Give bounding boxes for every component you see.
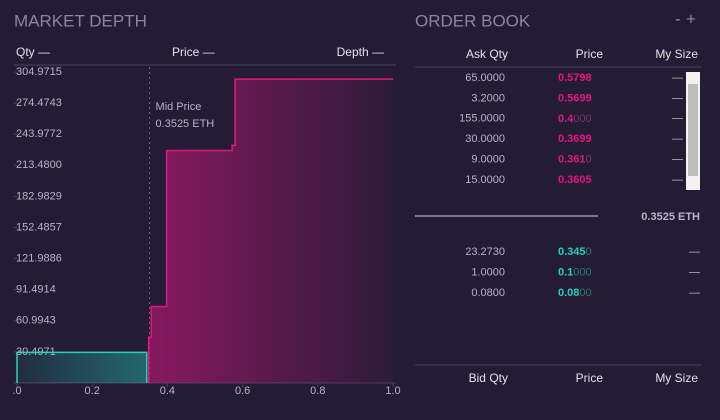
order-rows: 65.0000 0.5798 —3.2000 0.5699 —155.0000 0.400… bbox=[459, 72, 700, 299]
book-title: ORDER BOOK bbox=[415, 11, 531, 30]
price-part: 000 bbox=[573, 113, 591, 125]
price-part: 0.5798 bbox=[558, 72, 592, 84]
my-size: — bbox=[672, 154, 683, 166]
x-tick-label: 0.2 bbox=[85, 385, 100, 397]
qty: 155.0000 bbox=[459, 113, 505, 125]
qty: 23.2730 bbox=[465, 246, 505, 258]
price-part: 0 bbox=[586, 246, 592, 258]
depth-step bbox=[148, 337, 152, 383]
y-tick-label: 182.9829 bbox=[16, 190, 62, 202]
price-part: 0.345 bbox=[558, 246, 586, 258]
depth-step bbox=[151, 306, 167, 383]
price-part: 0.4 bbox=[558, 113, 574, 125]
column-header: Price bbox=[576, 47, 604, 61]
my-size: — bbox=[689, 287, 700, 299]
price: 0.0800 bbox=[558, 287, 592, 299]
y-tick-label: 121.9886 bbox=[16, 253, 62, 265]
y-tick-label: 60.9943 bbox=[16, 315, 56, 327]
zoom-out[interactable]: - bbox=[675, 9, 681, 28]
chart-title: MARKET DEPTH bbox=[14, 11, 147, 30]
x-tick-label: 0.8 bbox=[310, 385, 325, 397]
x-tick-label: .0 bbox=[12, 385, 21, 397]
qty: 30.0000 bbox=[465, 133, 505, 145]
annotation: Mid Price bbox=[156, 101, 202, 113]
my-size: — bbox=[689, 246, 700, 258]
depth-step bbox=[235, 79, 393, 383]
price: 0.3699 bbox=[558, 133, 592, 145]
column-header: Ask Qty bbox=[466, 47, 508, 61]
depth-line bbox=[147, 78, 393, 383]
my-size: — bbox=[672, 174, 683, 186]
my-size: — bbox=[672, 72, 683, 84]
price-part: 0.08 bbox=[558, 287, 579, 299]
qty: 0.0800 bbox=[471, 287, 505, 299]
column-footer: My Size bbox=[655, 371, 698, 385]
scroll-thumb[interactable] bbox=[688, 84, 698, 176]
price-part: 0.3699 bbox=[558, 133, 592, 145]
price-part: 0 bbox=[586, 154, 592, 166]
depth-line bbox=[16, 351, 148, 383]
price: 0.3610 bbox=[558, 154, 592, 166]
y-tick-label: 243.9772 bbox=[16, 128, 62, 140]
x-tick-label: 0.4 bbox=[160, 385, 175, 397]
qty: 3.2000 bbox=[471, 92, 505, 104]
my-size: — bbox=[672, 133, 683, 145]
y-tick-label: 304.9715 bbox=[16, 66, 62, 78]
my-size: — bbox=[672, 92, 683, 104]
x-tick-label: 0.6 bbox=[235, 385, 250, 397]
qty: 9.0000 bbox=[471, 154, 505, 166]
y-tick-label: 91.4914 bbox=[16, 284, 56, 296]
column-header: My Size bbox=[655, 47, 698, 61]
price: 0.5798 bbox=[558, 72, 592, 84]
column-header: Qty — bbox=[16, 45, 50, 59]
mid-price: 0.3525 ETH bbox=[641, 211, 700, 223]
price-part: 0.1 bbox=[558, 266, 573, 278]
annotation: 0.3525 ETH bbox=[156, 118, 215, 130]
depth-step bbox=[17, 352, 147, 383]
price: 0.1000 bbox=[558, 266, 592, 278]
qty: 15.0000 bbox=[465, 174, 505, 186]
depth-step bbox=[232, 145, 236, 383]
column-header: Price — bbox=[172, 45, 215, 59]
column-footer: Bid Qty bbox=[469, 371, 508, 385]
my-size: — bbox=[689, 266, 700, 278]
price: 0.3450 bbox=[558, 246, 592, 258]
price: 0.3605 bbox=[558, 174, 592, 186]
x-tick-label: 1.0 bbox=[385, 385, 400, 397]
price-part: 0.361 bbox=[558, 154, 586, 166]
y-tick-label: 274.4743 bbox=[16, 97, 62, 109]
my-size: — bbox=[672, 113, 683, 125]
y-tick-label: 152.4857 bbox=[16, 221, 62, 233]
price: 0.4000 bbox=[558, 113, 592, 125]
qty: 65.0000 bbox=[465, 72, 505, 84]
price-part: 00 bbox=[579, 287, 591, 299]
zoom-in[interactable]: + bbox=[686, 9, 696, 28]
price-part: 0.5699 bbox=[558, 92, 592, 104]
price-part: 0.3605 bbox=[558, 174, 592, 186]
price-part: 000 bbox=[573, 266, 591, 278]
column-footer: Price bbox=[576, 371, 604, 385]
column-header: Depth — bbox=[337, 45, 384, 59]
depth-step bbox=[166, 150, 233, 383]
qty: 1.0000 bbox=[471, 266, 505, 278]
y-tick-label: 213.4800 bbox=[16, 159, 62, 171]
price: 0.5699 bbox=[558, 92, 592, 104]
plot: .0 0.2 0.4 0.6 0.8 1.030.497160.994391.491412… bbox=[12, 66, 400, 397]
